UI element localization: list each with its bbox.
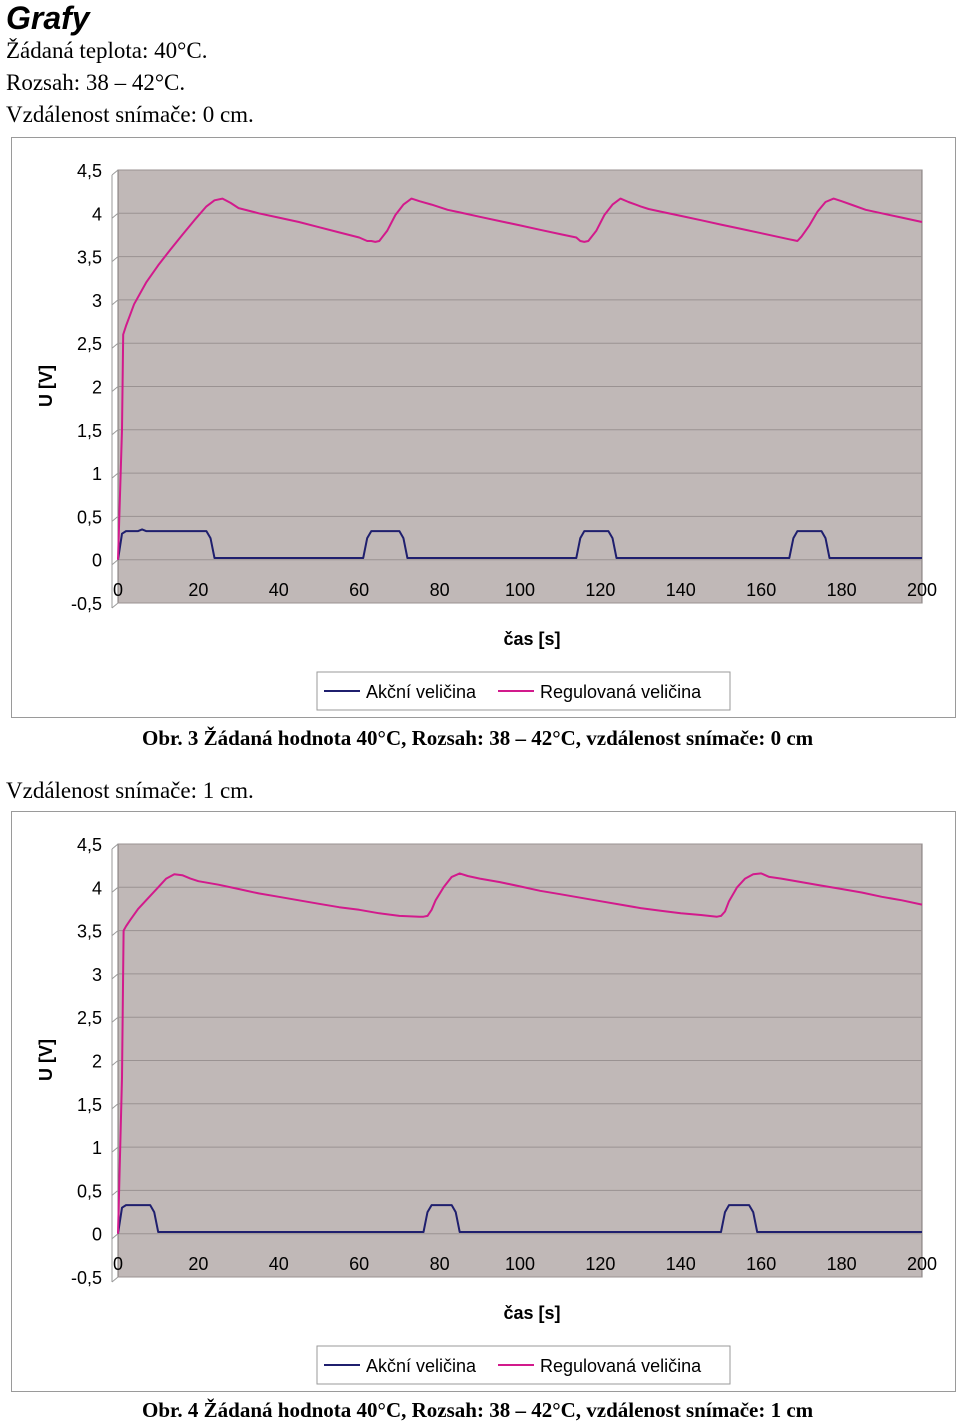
chart-2: -0,5 0 0,5 1 1,5 2 2,5 3 3,5 4 4,5 0 20 40 60 80 100 120 1… — [36, 835, 937, 1385]
x-tick-label: 80 — [430, 1254, 450, 1274]
x-tick-label: 120 — [585, 580, 615, 600]
gridline-depth — [111, 886, 119, 893]
y-tick-label: 0 — [92, 551, 102, 571]
gridline-depth — [111, 602, 119, 609]
y-tick-label: 3 — [92, 965, 102, 985]
y-tick-label: 2 — [92, 1052, 102, 1072]
x-tick-label: 140 — [666, 1254, 696, 1274]
y-tick-label: 4 — [92, 878, 102, 898]
gridline-depth — [111, 299, 119, 306]
y-tick-label: 3,5 — [77, 922, 102, 942]
series-line-akcni — [117, 528, 922, 560]
x-tick-label: 20 — [188, 580, 208, 600]
legend: Akční veličina Regulovaná veličina — [316, 671, 731, 711]
y-tick-label: 1 — [92, 464, 102, 484]
chart-1: -0,5 0 0,5 1 1,5 2 2,5 3 3,5 4 4,5 0 20 40 60 80 100 120 1… — [36, 161, 937, 711]
y-tick-label: 0 — [92, 1225, 102, 1245]
y-tick-label: 2,5 — [77, 334, 102, 354]
y-tick-label: 4,5 — [77, 161, 102, 181]
chart-frame-2: -0,5 0 0,5 1 1,5 2 2,5 3 3,5 4 4,5 0 20 40 60 80 100 120 1… — [11, 811, 956, 1392]
legend-label: Akční veličina — [366, 682, 477, 702]
y-tick-label: 1 — [92, 1138, 102, 1158]
gridline-depth — [111, 472, 119, 479]
series-line-regulovana — [117, 872, 923, 1234]
y-tick-label: 4 — [92, 204, 102, 224]
x-axis-title: čas [s] — [503, 1303, 560, 1323]
gridline-depth — [111, 169, 119, 176]
x-axis-title: čas [s] — [503, 629, 560, 649]
x-tick-label: 0 — [113, 1254, 123, 1274]
x-tick-label: 20 — [188, 1254, 208, 1274]
series-line-regulovana — [117, 197, 923, 560]
series-line-akcni — [117, 1204, 922, 1234]
setpoint-line: Žádaná teplota: 40°C. — [6, 38, 208, 63]
gridline-depth — [111, 386, 119, 392]
x-tick-label: 200 — [907, 1254, 937, 1274]
y-tick-label: 3 — [92, 291, 102, 311]
y-axis-title: U [V] — [36, 365, 56, 407]
page-heading: Grafy — [6, 0, 90, 36]
gridline-depth — [111, 1060, 119, 1066]
gridline-depth — [111, 1103, 119, 1110]
sensor-distance-line-1: Vzdálenost snímače: 0 cm. — [6, 102, 254, 127]
gridline-depth — [111, 1146, 119, 1153]
y-tick-label: 4,5 — [77, 835, 102, 855]
x-tick-label: 160 — [746, 580, 776, 600]
range-line: Rozsah: 38 – 42°C. — [6, 70, 186, 95]
gridline-depth — [111, 212, 119, 219]
figure-caption-4: Obr. 4 Žádaná hodnota 40°C, Rozsah: 38 –… — [142, 1398, 814, 1422]
y-tick-label: -0,5 — [71, 1268, 102, 1288]
x-tick-label: 40 — [269, 580, 289, 600]
x-tick-label: 180 — [827, 580, 857, 600]
y-tick-label: 3,5 — [77, 248, 102, 268]
gridline-depth — [111, 429, 119, 436]
gridline-depth — [111, 1233, 119, 1240]
y-tick-label: 1,5 — [77, 421, 102, 441]
sensor-distance-line-2: Vzdálenost snímače: 1 cm. — [6, 778, 254, 803]
y-tick-label: 1,5 — [77, 1095, 102, 1115]
x-tick-label: 60 — [349, 580, 369, 600]
x-tick-label: 120 — [585, 1254, 615, 1274]
gridline-depth — [111, 930, 119, 936]
y-tick-label: 2 — [92, 378, 102, 398]
gridline-depth — [111, 843, 119, 850]
x-tick-label: 160 — [746, 1254, 776, 1274]
x-tick-label: 0 — [113, 580, 123, 600]
gridline-depth — [111, 559, 119, 566]
gridline-depth — [111, 516, 119, 522]
gridline-depth — [111, 973, 119, 980]
y-tick-label: -0,5 — [71, 594, 102, 614]
gridline-depth — [111, 1190, 119, 1196]
y-tick-label: 2,5 — [77, 1008, 102, 1028]
gridline-depth — [111, 1276, 119, 1283]
legend: Akční veličina Regulovaná veličina — [316, 1345, 731, 1385]
x-tick-label: 140 — [666, 580, 696, 600]
figure-caption-3: Obr. 3 Žádaná hodnota 40°C, Rozsah: 38 –… — [142, 726, 814, 750]
chart-frame-1: -0,5 0 0,5 1 1,5 2 2,5 3 3,5 4 4,5 0 20 40 60 80 100 120 1… — [11, 137, 956, 718]
legend-label: Akční veličina — [366, 1356, 477, 1376]
gridline-depth — [111, 256, 119, 262]
x-tick-label: 40 — [269, 1254, 289, 1274]
gridline-depth — [111, 342, 119, 349]
legend-label: Regulovaná veličina — [540, 1356, 702, 1376]
y-tick-label: 0,5 — [77, 1181, 102, 1201]
y-tick-label: 0,5 — [77, 507, 102, 527]
y-axis-title: U [V] — [36, 1039, 56, 1081]
x-tick-label: 60 — [349, 1254, 369, 1274]
x-tick-label: 100 — [505, 1254, 535, 1274]
x-tick-label: 80 — [430, 580, 450, 600]
gridline-depth — [111, 1016, 119, 1023]
x-tick-label: 180 — [827, 1254, 857, 1274]
x-tick-label: 200 — [907, 580, 937, 600]
x-tick-label: 100 — [505, 580, 535, 600]
legend-label: Regulovaná veličina — [540, 682, 702, 702]
